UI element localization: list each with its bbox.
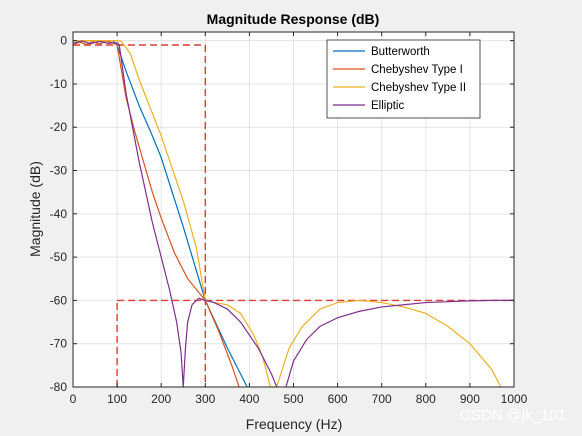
legend-label: Elliptic bbox=[371, 100, 404, 112]
legend-label: Chebyshev Type I bbox=[371, 64, 463, 76]
series-layer bbox=[73, 40, 514, 387]
x-tick-label: 100 bbox=[107, 392, 127, 406]
series-line-elliptic bbox=[73, 40, 514, 387]
y-tick-label: 0 bbox=[60, 34, 67, 48]
x-tick-label: 200 bbox=[151, 392, 171, 406]
legend-label: Butterworth bbox=[371, 46, 430, 58]
y-tick-label: -20 bbox=[50, 120, 68, 134]
legend: Butterworth Chebyshev Type I Chebyshev Typ… bbox=[326, 39, 481, 119]
y-tick-label: -10 bbox=[50, 77, 68, 91]
y-axis-label: Magnitude (dB) bbox=[27, 161, 43, 257]
x-tick-label: 900 bbox=[460, 392, 480, 406]
y-tick-label: -40 bbox=[50, 207, 68, 221]
x-tick-label: 0 bbox=[70, 392, 77, 406]
y-tick-label: -70 bbox=[50, 337, 68, 351]
y-tick-label: -50 bbox=[50, 250, 68, 264]
watermark: CSDN @jk_101 bbox=[460, 407, 566, 424]
x-tick-label: 300 bbox=[195, 392, 215, 406]
y-tick-label: -30 bbox=[50, 164, 68, 178]
legend-label: Chebyshev Type II bbox=[371, 82, 466, 94]
x-tick-label: 800 bbox=[416, 392, 436, 406]
x-ticks: 0 100 200 300 400 500 600 700 800 900 1000 bbox=[70, 32, 528, 406]
x-axis-label: Frequency (Hz) bbox=[246, 416, 342, 432]
x-tick-label: 1000 bbox=[501, 392, 528, 406]
x-tick-label: 600 bbox=[328, 392, 348, 406]
chart-title: Magnitude Response (dB) bbox=[207, 11, 380, 27]
y-tick-label: -60 bbox=[50, 293, 68, 307]
spec-mask bbox=[73, 44, 514, 387]
y-tick-label: -80 bbox=[50, 380, 68, 394]
x-tick-label: 500 bbox=[283, 392, 303, 406]
y-ticks: 0 -10 -20 -30 -40 -50 -60 -70 -80 bbox=[50, 34, 514, 394]
x-tick-label: 400 bbox=[239, 392, 259, 406]
series-line-chebyshev-type-ii bbox=[73, 40, 502, 387]
x-tick-label: 700 bbox=[372, 392, 392, 406]
